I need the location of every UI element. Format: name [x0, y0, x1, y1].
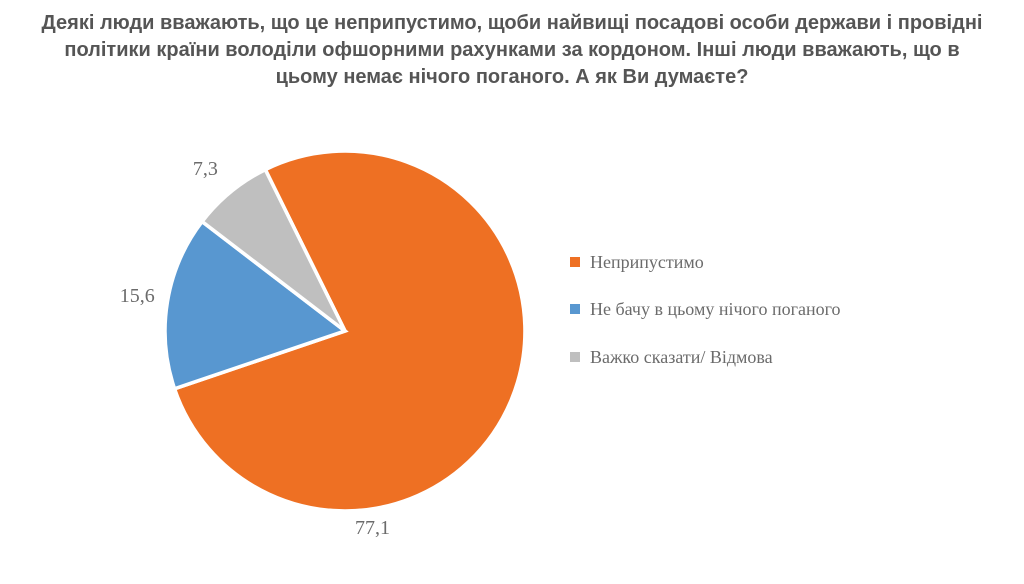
chart-title: Деякі люди вважають, що це неприпустимо,… — [0, 0, 1024, 91]
slice-value-label: 15,6 — [120, 285, 155, 308]
legend-item: Неприпустимо — [570, 251, 850, 274]
chart-area: 77,1 15,6 7,3 Неприпустимо Не бачу в цьому … — [0, 91, 1024, 571]
legend: Неприпустимо Не бачу в цьому нічого поган… — [570, 251, 850, 393]
slice-value-label: 7,3 — [193, 158, 218, 181]
legend-marker — [570, 352, 580, 362]
legend-label: Важко сказати/ Відмова — [590, 346, 773, 369]
legend-label: Неприпустимо — [590, 251, 704, 274]
pie-svg — [165, 151, 525, 511]
slice-value-label: 77,1 — [355, 517, 390, 540]
pie-chart — [165, 151, 525, 511]
legend-label: Не бачу в цьому нічого поганого — [590, 298, 841, 321]
legend-item: Не бачу в цьому нічого поганого — [570, 298, 850, 321]
legend-marker — [570, 257, 580, 267]
legend-marker — [570, 304, 580, 314]
legend-item: Важко сказати/ Відмова — [570, 346, 850, 369]
